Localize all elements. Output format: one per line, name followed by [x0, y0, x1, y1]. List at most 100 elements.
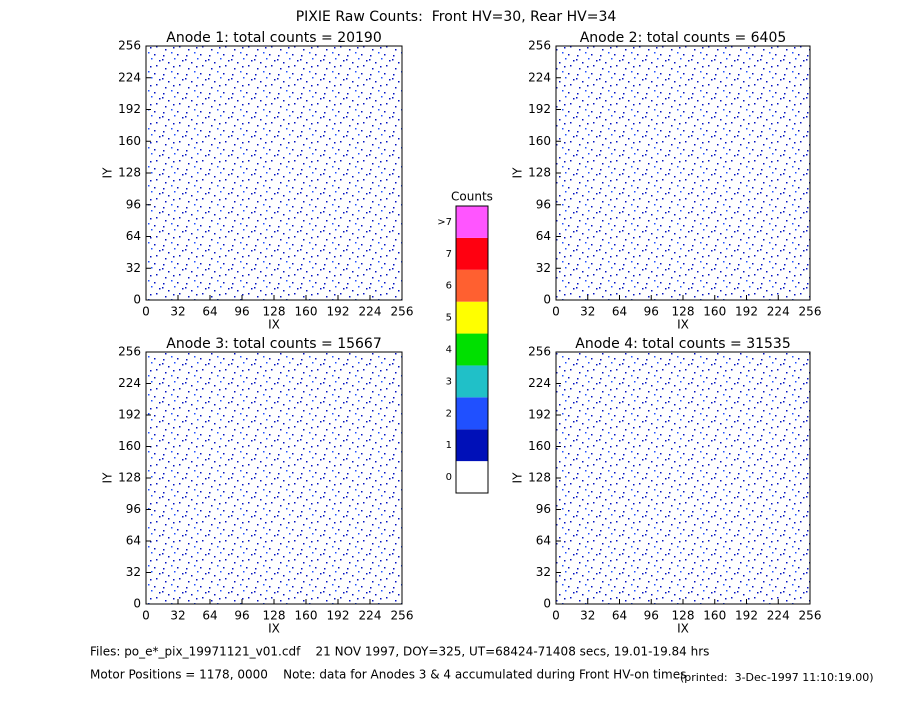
- y-tick-label: 160: [528, 439, 551, 453]
- y-tick-label: 160: [118, 134, 141, 148]
- x-tick-label: 32: [580, 305, 595, 319]
- y-tick-label: 256: [528, 39, 551, 53]
- x-tick-label: 0: [552, 609, 560, 623]
- x-tick-label: 64: [202, 305, 217, 319]
- y-tick-label: 192: [528, 408, 551, 422]
- colorbar-label: 7: [446, 249, 452, 260]
- y-tick-label: 224: [528, 70, 551, 84]
- x-tick-label: 128: [263, 305, 286, 319]
- x-tick-label: 224: [359, 305, 382, 319]
- colorbar-cell: [456, 397, 488, 430]
- x-tick-label: 256: [799, 609, 822, 623]
- colorbar-cell: [456, 461, 488, 493]
- colorbar-label: 6: [446, 281, 452, 292]
- y-tick-label: 64: [126, 229, 141, 243]
- x-tick-label: 192: [327, 609, 350, 623]
- colorbar-label: 5: [446, 313, 452, 324]
- colorbar-cell: [456, 333, 488, 366]
- x-tick-label: 256: [391, 305, 414, 319]
- x-tick-label: 256: [799, 305, 822, 319]
- x-axis-label: IX: [268, 318, 280, 332]
- y-tick-label: 256: [118, 39, 141, 53]
- y-tick-label: 96: [126, 502, 141, 516]
- panel-title: Anode 2: total counts = 6405: [580, 30, 787, 46]
- y-tick-label: 96: [126, 197, 141, 211]
- x-tick-label: 160: [295, 305, 318, 319]
- colorbar-cell: [456, 301, 488, 334]
- x-tick-label: 0: [142, 609, 150, 623]
- x-tick-label: 224: [767, 609, 790, 623]
- y-tick-label: 64: [126, 534, 141, 548]
- x-tick-label: 64: [202, 609, 217, 623]
- y-tick-label: 96: [536, 502, 551, 516]
- y-tick-label: 32: [126, 565, 141, 579]
- heatmap-texture: [556, 46, 810, 300]
- y-tick-label: 32: [536, 261, 551, 275]
- x-tick-label: 32: [580, 609, 595, 623]
- x-tick-label: 64: [612, 305, 627, 319]
- colorbar-label: 3: [446, 376, 452, 387]
- x-tick-label: 96: [234, 609, 249, 623]
- y-tick-label: 256: [528, 345, 551, 359]
- colorbar-cell: [456, 269, 488, 302]
- y-axis-label: IY: [511, 167, 525, 179]
- y-tick-label: 128: [528, 166, 551, 180]
- x-tick-label: 0: [552, 305, 560, 319]
- x-tick-label: 0: [142, 305, 150, 319]
- y-axis-label: IY: [101, 472, 115, 484]
- y-tick-label: 128: [118, 471, 141, 485]
- y-tick-label: 0: [543, 293, 551, 307]
- x-axis-label: IX: [677, 318, 689, 332]
- colorbar-label: 0: [446, 472, 452, 483]
- y-tick-label: 0: [133, 293, 141, 307]
- y-tick-label: 128: [528, 471, 551, 485]
- x-tick-label: 256: [391, 609, 414, 623]
- colorbar-cell: [456, 429, 488, 462]
- y-tick-label: 256: [118, 345, 141, 359]
- x-tick-label: 160: [295, 609, 318, 623]
- y-tick-label: 192: [528, 102, 551, 116]
- heatmap-texture: [556, 352, 810, 604]
- x-axis-label: IX: [677, 622, 689, 636]
- footer-motor: Motor Positions = 1178, 0000 Note: data …: [90, 668, 686, 682]
- x-tick-label: 224: [359, 609, 382, 623]
- x-tick-label: 128: [263, 609, 286, 623]
- y-tick-label: 128: [118, 166, 141, 180]
- y-tick-label: 96: [536, 197, 551, 211]
- x-tick-label: 96: [644, 305, 659, 319]
- panel-title: Anode 1: total counts = 20190: [166, 30, 381, 46]
- x-tick-label: 224: [767, 305, 790, 319]
- x-tick-label: 192: [327, 305, 350, 319]
- heatmap-texture: [146, 352, 402, 604]
- colorbar-label: >7: [437, 217, 452, 228]
- colorbar-label: 4: [446, 345, 452, 356]
- y-tick-label: 160: [528, 134, 551, 148]
- y-tick-label: 160: [118, 439, 141, 453]
- x-tick-label: 128: [672, 305, 695, 319]
- colorbar-cell: [456, 206, 488, 238]
- x-tick-label: 160: [703, 609, 726, 623]
- colorbar-title: Counts: [451, 190, 493, 204]
- figure-title: PIXIE Raw Counts: Front HV=30, Rear HV=3…: [296, 9, 617, 25]
- heatmap-texture: [146, 46, 402, 300]
- panel-title: Anode 3: total counts = 15667: [166, 336, 381, 352]
- x-tick-label: 96: [234, 305, 249, 319]
- colorbar-label: 2: [446, 408, 452, 419]
- x-tick-label: 64: [612, 609, 627, 623]
- x-tick-label: 96: [644, 609, 659, 623]
- colorbar-frame: [455, 205, 489, 494]
- x-axis-label: IX: [268, 622, 280, 636]
- y-tick-label: 192: [118, 102, 141, 116]
- x-tick-label: 128: [672, 609, 695, 623]
- x-tick-label: 160: [703, 305, 726, 319]
- colorbar-cell: [456, 365, 488, 398]
- y-tick-label: 224: [118, 376, 141, 390]
- x-tick-label: 32: [170, 305, 185, 319]
- x-tick-label: 192: [735, 305, 758, 319]
- y-axis-label: IY: [101, 167, 115, 179]
- x-tick-label: 32: [170, 609, 185, 623]
- colorbar-cell: [456, 237, 488, 270]
- y-tick-label: 0: [133, 597, 141, 611]
- x-tick-label: 192: [735, 609, 758, 623]
